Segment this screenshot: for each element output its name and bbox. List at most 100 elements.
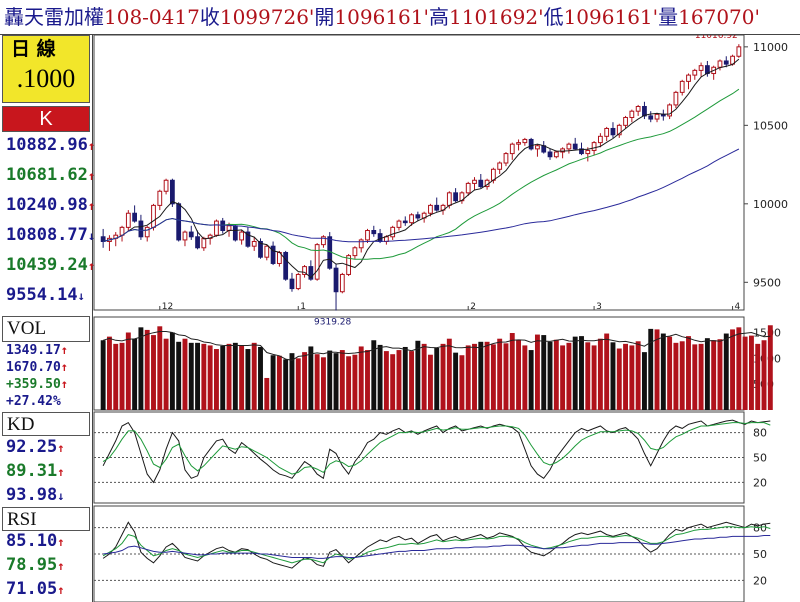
volume-bar — [755, 343, 761, 410]
volume-bar — [761, 340, 767, 410]
candle-body — [377, 233, 383, 242]
volume-bar — [163, 338, 169, 410]
volume-bar — [484, 341, 490, 410]
volume-bar — [704, 338, 710, 410]
volume-bar — [270, 355, 276, 410]
arrow-up-icon: ↑ — [57, 441, 65, 455]
volume-bar — [541, 335, 547, 410]
volume-bar — [629, 345, 635, 410]
candle-body — [692, 69, 698, 76]
rsi-value-text: 71.05 — [6, 579, 58, 599]
volume-bar — [151, 335, 156, 410]
candle-body — [723, 60, 729, 65]
candle-body — [591, 142, 597, 151]
vol-value-text: +27.42% — [6, 394, 61, 409]
candle-body — [270, 245, 276, 264]
kd-line — [102, 419, 771, 484]
volume-bar — [365, 350, 370, 410]
k-label-box[interactable]: K — [2, 106, 90, 132]
rsi-value-text: 85.10 — [6, 531, 58, 551]
volume-bar — [692, 344, 698, 410]
volume-bar — [239, 345, 245, 410]
candle-body — [629, 110, 635, 118]
candle-body — [138, 220, 144, 238]
k-value-text: 10882.96 — [6, 135, 88, 155]
volume-bar — [654, 329, 660, 410]
candle-body — [321, 236, 326, 246]
arrow-up-icon: ↑ — [60, 377, 69, 391]
volume-bar — [232, 342, 238, 410]
candle-body — [522, 138, 528, 144]
k-value-text: 10439.24 — [6, 255, 88, 275]
arrow-up-icon: ↑ — [60, 343, 69, 357]
rsi-line — [102, 521, 771, 569]
volume-panel: 50010001500 — [93, 316, 781, 411]
volume-bar — [245, 349, 251, 410]
volume-bar — [383, 351, 389, 410]
volume-bar — [641, 352, 647, 410]
volume-bar — [327, 350, 333, 410]
candle-body — [553, 151, 559, 158]
candle-body — [547, 151, 553, 158]
rsi-label-box[interactable]: RSI — [2, 507, 90, 531]
volume-bar — [295, 358, 301, 410]
volume-bar — [579, 336, 584, 410]
rsi-value-text: 78.95 — [6, 555, 58, 575]
volume-bar — [251, 342, 257, 410]
candle-body — [572, 143, 578, 150]
candle-body — [535, 145, 540, 150]
volume-bar — [320, 357, 326, 410]
candle-body — [472, 179, 477, 184]
period-box[interactable]: 日 線 .1000 — [2, 35, 90, 103]
vol-value: +27.42% — [6, 394, 61, 409]
volume-bar — [623, 343, 629, 410]
k-value-text: 10240.98 — [6, 195, 88, 215]
volume-bar — [283, 359, 289, 410]
volume-bar — [346, 356, 352, 410]
candle-body — [352, 247, 358, 257]
x-tick-label: 4 — [735, 302, 741, 312]
candlestick-frame — [93, 35, 745, 311]
rsi-panel: 20 50 80 — [93, 505, 771, 602]
volume-bar — [220, 345, 226, 410]
volume-bar — [258, 346, 263, 410]
volume-bar — [226, 343, 232, 410]
vol-label-box[interactable]: VOL — [2, 316, 90, 342]
candle-body — [358, 239, 364, 249]
kd-label-box[interactable]: KD — [2, 412, 90, 436]
candle-body — [308, 266, 314, 280]
x-tick-label: 1 — [300, 302, 306, 312]
volume-bar — [138, 327, 144, 410]
kd-line — [102, 422, 771, 475]
candle-body — [157, 190, 163, 206]
arrow-up-icon: ↑ — [57, 583, 65, 597]
candle-body — [402, 220, 408, 224]
arrow-down-icon: ↓ — [77, 289, 85, 303]
volume-bar — [390, 354, 396, 410]
candle-body — [642, 105, 647, 117]
candle-body — [314, 244, 320, 280]
volume-bar — [610, 342, 616, 410]
candle-body — [201, 237, 207, 249]
arrow-up-icon: ↑ — [60, 360, 69, 374]
volume-bar — [409, 351, 415, 410]
candle-body — [654, 113, 660, 120]
period-value: .1000 — [16, 64, 76, 93]
volume-bar — [679, 341, 685, 410]
x-tick-label: 12 — [162, 302, 173, 312]
candle-body — [453, 192, 459, 202]
volume-bar — [560, 345, 566, 410]
volume-bar — [100, 340, 106, 410]
k-value: 10240.98↑ — [6, 195, 95, 215]
k-value: 10882.96↑ — [6, 135, 95, 155]
arrow-up-icon: ↑ — [57, 535, 65, 549]
volume-bar — [182, 338, 188, 410]
candle-body — [648, 115, 654, 120]
volume-bar — [276, 355, 282, 410]
y-tick-label: 9500 — [753, 276, 781, 289]
candle-body — [516, 142, 521, 145]
volume-bar — [748, 335, 754, 410]
volume-bar — [648, 328, 654, 410]
volume-bar — [686, 336, 691, 410]
